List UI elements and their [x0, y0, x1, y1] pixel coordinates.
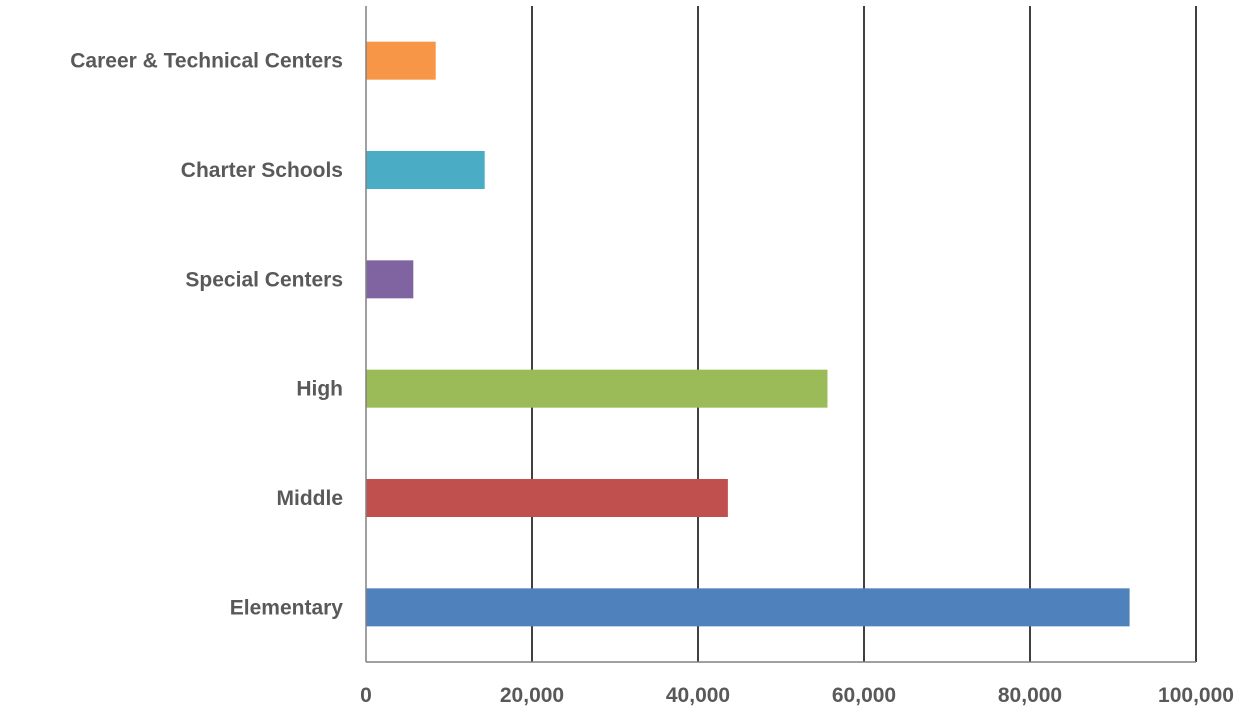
- x-tick-label: 100,000: [1158, 684, 1234, 707]
- category-label: Special Centers: [185, 268, 343, 291]
- x-tick-label: 0: [360, 684, 372, 707]
- category-label: Career & Technical Centers: [70, 50, 343, 73]
- x-tick-label: 20,000: [500, 684, 564, 707]
- labels: Elementary Middle High Special Centers Char…: [70, 50, 1234, 707]
- bar: [366, 151, 485, 189]
- bar: [366, 369, 828, 408]
- category-label: Middle: [277, 487, 344, 510]
- bar: [366, 260, 414, 299]
- category-label: Charter Schools: [181, 159, 343, 182]
- x-tick-label: 80,000: [998, 684, 1062, 707]
- bar: [366, 479, 728, 517]
- x-tick-label: 60,000: [832, 684, 896, 707]
- gridlines: [531, 6, 1197, 662]
- category-label: High: [296, 378, 343, 401]
- bar: [366, 41, 436, 80]
- axes: [365, 6, 1196, 663]
- bar: [366, 588, 1130, 627]
- category-label: Elementary: [230, 596, 344, 619]
- x-tick-label: 40,000: [666, 684, 730, 707]
- bars: [366, 41, 1130, 627]
